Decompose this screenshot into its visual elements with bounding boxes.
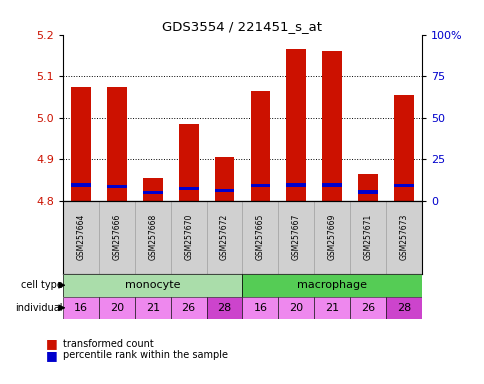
Bar — [107, 86, 126, 201]
Text: percentile rank within the sample: percentile rank within the sample — [63, 350, 227, 360]
Text: macrophage: macrophage — [297, 280, 366, 290]
Text: individual: individual — [15, 303, 63, 313]
Text: GSM257673: GSM257673 — [399, 214, 408, 260]
Bar — [393, 95, 413, 201]
Bar — [242, 273, 421, 297]
Text: GSM257670: GSM257670 — [184, 214, 193, 260]
Bar — [322, 183, 341, 187]
Bar — [107, 185, 126, 188]
Bar — [63, 273, 242, 297]
Bar — [314, 201, 349, 273]
Bar — [214, 157, 234, 201]
Bar — [143, 191, 162, 194]
Bar — [385, 297, 421, 319]
Bar — [71, 183, 91, 187]
Bar — [63, 201, 99, 273]
Bar — [322, 51, 341, 201]
Bar — [143, 178, 162, 201]
Bar — [349, 297, 385, 319]
Text: 26: 26 — [181, 303, 196, 313]
Text: 21: 21 — [145, 303, 160, 313]
Bar — [179, 124, 198, 201]
Text: GSM257669: GSM257669 — [327, 214, 336, 260]
Bar — [286, 49, 305, 201]
Bar — [206, 297, 242, 319]
Bar — [278, 201, 314, 273]
Text: 21: 21 — [324, 303, 339, 313]
Bar — [170, 297, 206, 319]
Text: ■: ■ — [46, 349, 58, 362]
Text: 28: 28 — [217, 303, 231, 313]
Bar — [71, 86, 91, 201]
Text: GSM257671: GSM257671 — [363, 214, 372, 260]
Bar — [135, 297, 170, 319]
Text: 26: 26 — [360, 303, 375, 313]
Bar — [358, 174, 377, 201]
Bar — [214, 189, 234, 192]
Bar — [242, 297, 278, 319]
Bar — [63, 297, 99, 319]
Text: 16: 16 — [74, 303, 88, 313]
Bar — [358, 190, 377, 194]
Bar — [349, 201, 385, 273]
Bar — [242, 201, 278, 273]
Bar — [206, 201, 242, 273]
Bar — [179, 187, 198, 190]
Text: transformed count: transformed count — [63, 339, 153, 349]
Bar — [314, 297, 349, 319]
Bar — [385, 201, 421, 273]
Bar — [135, 201, 170, 273]
Text: GSM257664: GSM257664 — [76, 214, 85, 260]
Text: 20: 20 — [288, 303, 303, 313]
Text: GSM257666: GSM257666 — [112, 214, 121, 260]
Bar — [250, 91, 270, 201]
Bar — [250, 184, 270, 187]
Text: cell type: cell type — [21, 280, 63, 290]
Text: GSM257667: GSM257667 — [291, 214, 300, 260]
Text: GSM257668: GSM257668 — [148, 214, 157, 260]
Title: GDS3554 / 221451_s_at: GDS3554 / 221451_s_at — [162, 20, 322, 33]
Bar — [99, 201, 135, 273]
Text: 16: 16 — [253, 303, 267, 313]
Text: 20: 20 — [109, 303, 124, 313]
Text: monocyte: monocyte — [125, 280, 180, 290]
Text: GSM257672: GSM257672 — [220, 214, 228, 260]
Text: ■: ■ — [46, 337, 58, 350]
Bar — [393, 184, 413, 187]
Bar — [99, 297, 135, 319]
Text: 28: 28 — [396, 303, 410, 313]
Bar — [286, 183, 305, 187]
Bar — [170, 201, 206, 273]
Text: GSM257665: GSM257665 — [256, 214, 264, 260]
Bar — [278, 297, 314, 319]
